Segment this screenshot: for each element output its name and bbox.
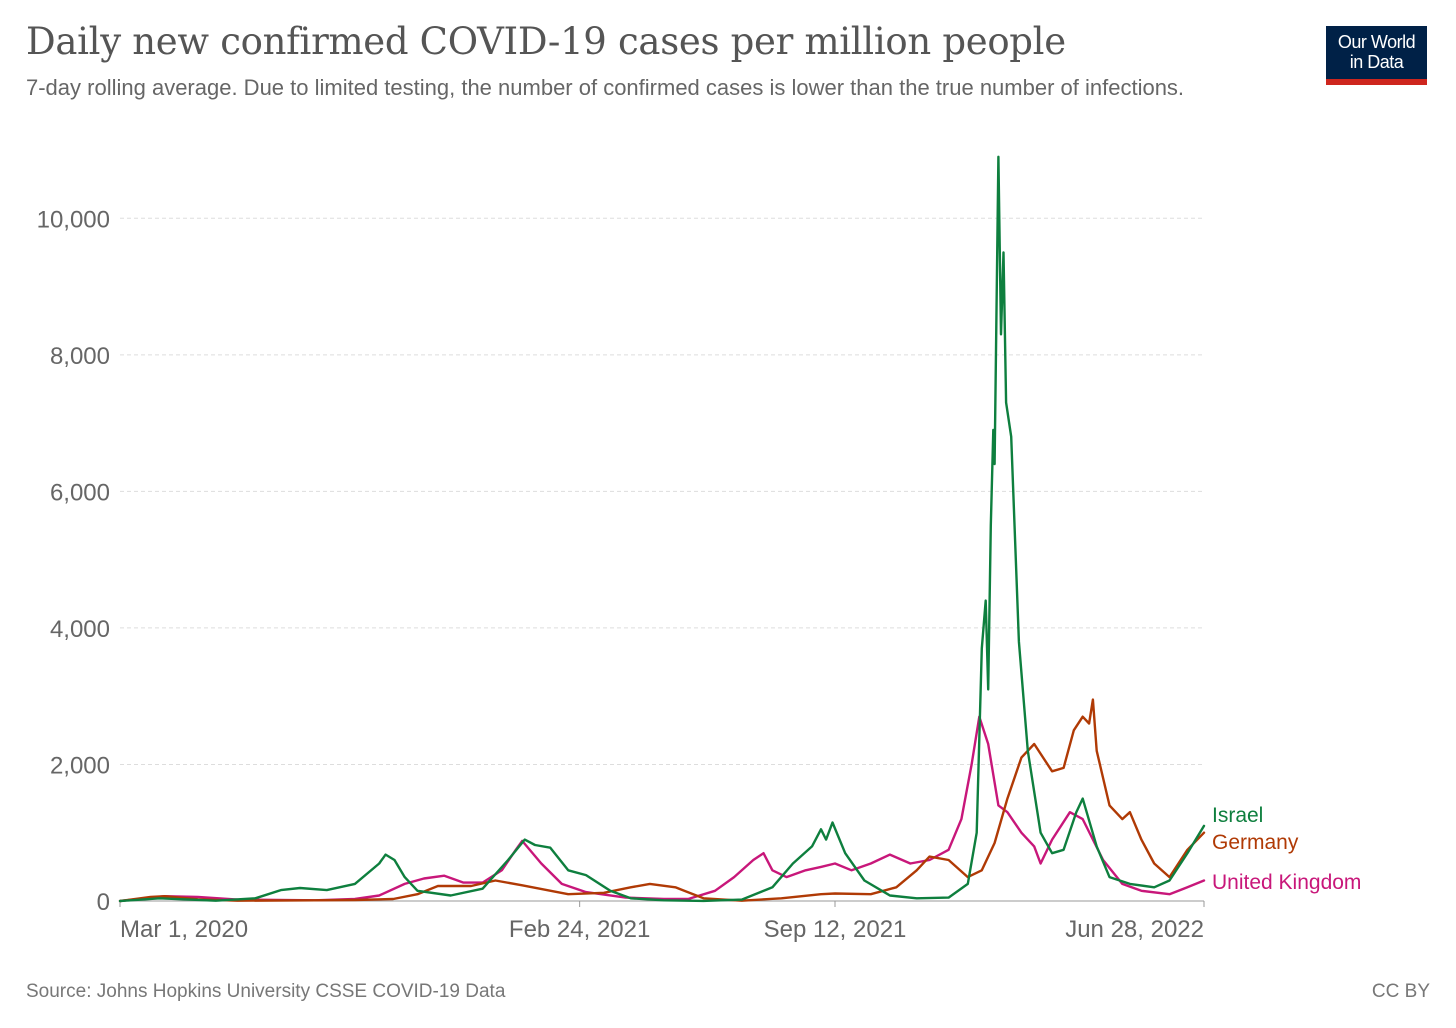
owid-logo[interactable]: Our World in Data [1326,26,1427,85]
logo-line-2: in Data [1349,52,1404,72]
license-link[interactable]: CC BY [1371,981,1430,1002]
series-labels: Israel Germany United Kingdom [1212,804,1361,894]
x-tick-label: Jun 28, 2022 [1065,916,1204,943]
axis-layer: 0 2,000 4,000 6,000 8,000 10,000 Mar 1, 2020 Fe… [37,206,1205,943]
y-tick-label: 0 [97,889,110,916]
logo-accent-bar [1326,79,1427,85]
x-tick-label: Mar 1, 2020 [120,916,248,943]
series-label-israel[interactable]: Israel [1212,804,1263,827]
y-tick-label: 6,000 [50,479,110,506]
y-tick-label: 4,000 [50,616,110,643]
series-label-germany[interactable]: Germany [1212,831,1299,854]
series-layer [118,155,1206,903]
series-label-united-kingdom[interactable]: United Kingdom [1212,871,1361,894]
y-tick-label: 10,000 [37,206,110,233]
chart-title: Daily new confirmed COVID-19 cases per m… [26,20,1066,63]
series-line-israel[interactable] [118,155,1206,903]
chart-subtitle: 7-day rolling average. Due to limited te… [26,75,1185,100]
x-tick-label: Feb 24, 2021 [509,916,650,943]
series-line-germany[interactable] [118,698,1206,903]
source-note: Source: Johns Hopkins University CSSE CO… [26,981,506,1002]
grid-layer [120,217,1204,765]
y-tick-label: 2,000 [50,752,110,779]
logo-text: Our World in Data [1326,32,1427,72]
x-tick-label: Sep 12, 2021 [764,916,907,943]
series-line-united-kingdom[interactable] [118,715,1206,903]
logo-line-1: Our World [1337,32,1416,52]
y-tick-label: 8,000 [50,343,110,370]
